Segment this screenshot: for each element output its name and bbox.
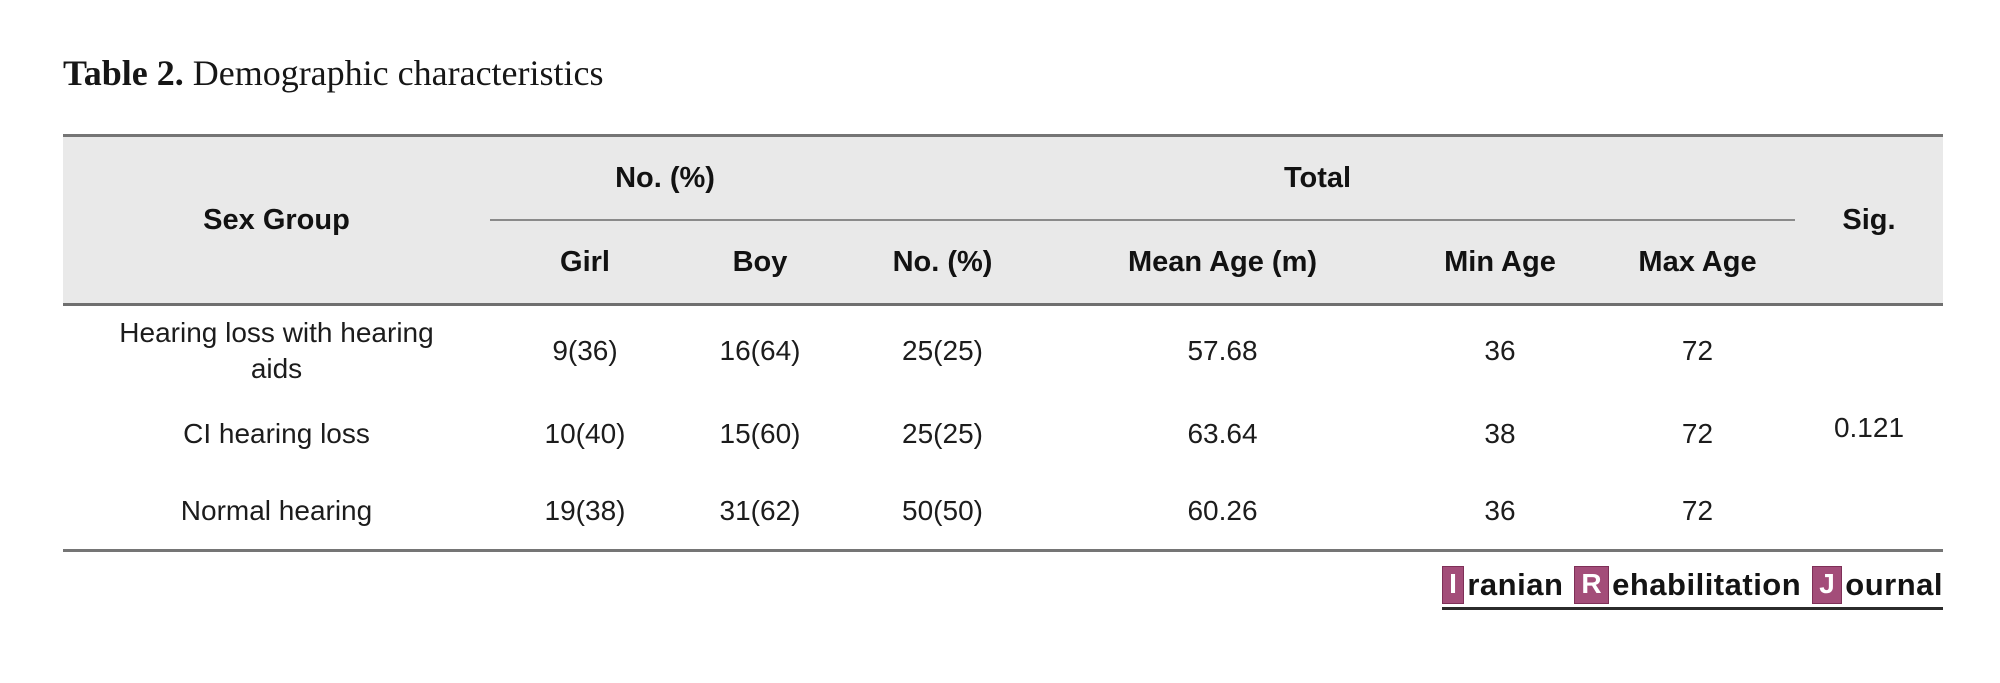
cell-max-age: 72 (1681, 418, 1714, 449)
table-row: Hearing loss with hearing aids 9(36) 16(… (63, 304, 1943, 552)
header-sig: Sig. (1795, 134, 1943, 306)
header-total-no-pct: No. (%) (840, 220, 1045, 306)
header-group-no-pct: No. (%) (490, 134, 840, 221)
cell-mean-age: 63.64 (1187, 418, 1258, 449)
header-sex-group: Sex Group (63, 134, 490, 306)
header-sub-row: Girl Boy No. (%) Mean Age (m) Min Age Ma… (63, 220, 1943, 306)
logo-word-rest: ournal (1845, 566, 1943, 602)
cell-girl: 10(40) (544, 418, 626, 449)
cell-max-age: 72 (1681, 334, 1714, 366)
header-girl: Girl (490, 220, 680, 306)
header-group-row: Sex Group No. (%) Total Sig. (63, 134, 1943, 306)
logo-initial-r: R (1574, 566, 1610, 604)
cell-no-pct: 50(50) (840, 473, 1045, 552)
table-caption: Table 2. Demographic characteristics (63, 52, 604, 94)
header-min-age: Min Age (1400, 220, 1600, 306)
table-caption-text: Demographic characteristics (183, 53, 604, 93)
header-max-age: Max Age (1600, 220, 1795, 306)
row-label: CI hearing loss (183, 418, 370, 450)
table-row: Normal hearing 19(38) 31(62) 50(50) 60.2… (63, 473, 1943, 552)
header-boy: Boy (680, 220, 840, 306)
cell-mean-age: 57.68 (1187, 334, 1258, 366)
cell-max-age: 72 (1600, 473, 1795, 552)
cell-min-age: 38 (1484, 418, 1516, 449)
header-group-total: Total (840, 134, 1795, 221)
table-caption-label: Table 2. (63, 53, 184, 93)
cell-min-age: 36 (1400, 473, 1600, 552)
row-label: Hearing loss with hearing aids (119, 316, 434, 384)
cell-min-age: 36 (1484, 334, 1516, 366)
cell-girl: 19(38) (490, 473, 680, 552)
demographics-table: Sex Group No. (%) Total Sig. Girl Boy No… (63, 134, 1943, 552)
logo-word-rest: ranian (1467, 566, 1564, 602)
cell-mean-age: 60.26 (1045, 473, 1400, 552)
cell-boy: 16(64) (719, 334, 801, 366)
logo-initial-i: I (1442, 566, 1465, 604)
cell-no-pct: 25(25) (902, 334, 983, 366)
cell-boy: 31(62) (680, 473, 840, 552)
cell-no-pct: 25(25) (902, 418, 983, 449)
row-label: Normal hearing (63, 473, 490, 552)
table-row: CI hearing loss 10(40) 15(60) 25(25) 63.… (63, 395, 1943, 473)
sig-value: 0.121 (1795, 304, 1943, 552)
cell-girl: 9(36) (552, 334, 618, 366)
cell-boy: 15(60) (719, 418, 801, 449)
header-mean-age: Mean Age (m) (1045, 220, 1400, 306)
logo-initial-j: J (1812, 566, 1843, 604)
logo-word-rest: ehabilitation (1612, 566, 1802, 602)
